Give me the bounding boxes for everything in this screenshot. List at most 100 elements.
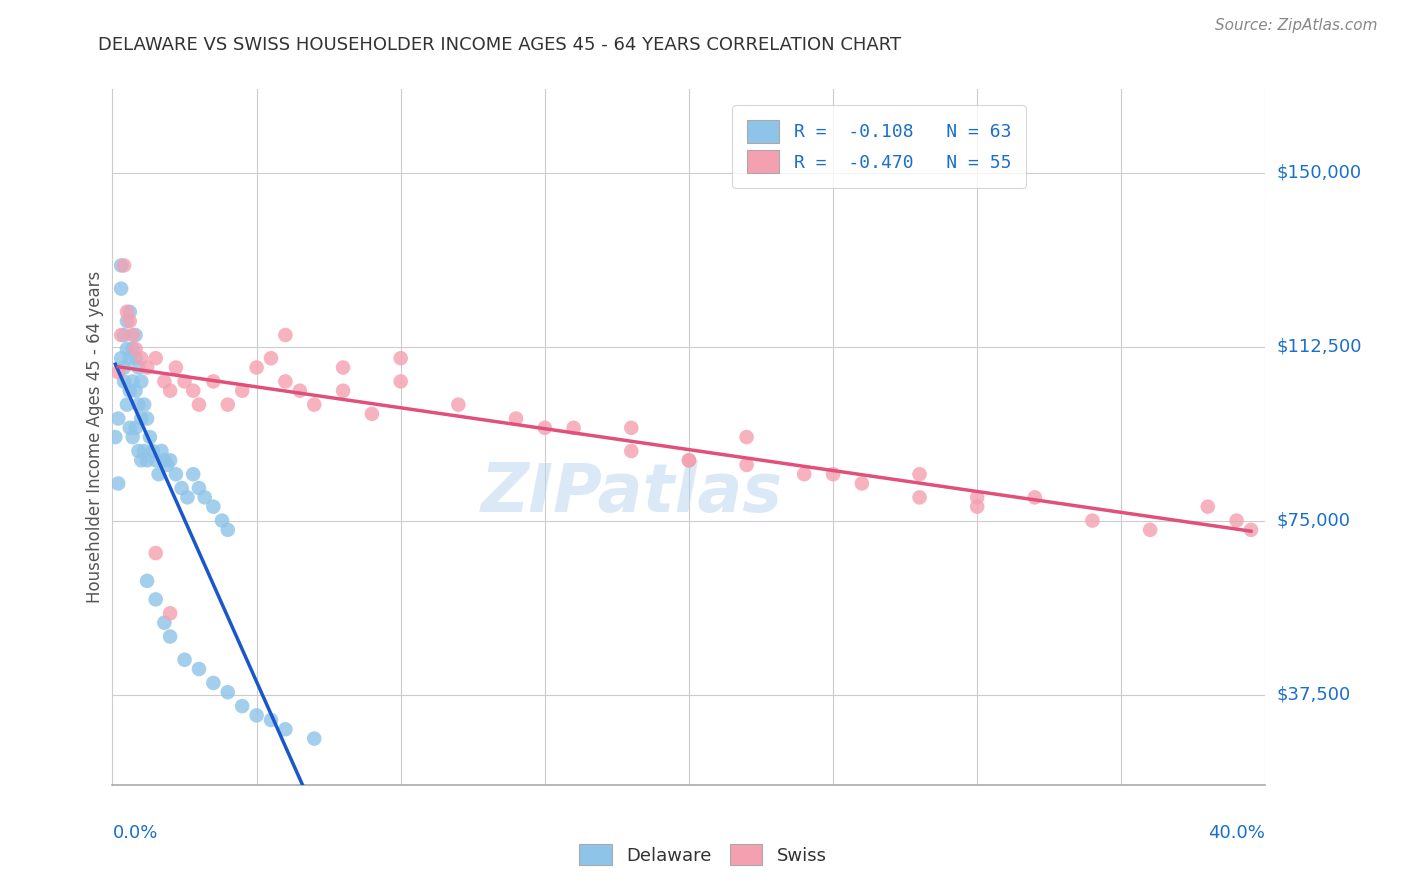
Point	[231, 384, 253, 398]
Point	[274, 328, 297, 343]
Point	[124, 421, 146, 435]
Point	[1226, 514, 1249, 528]
Point	[107, 411, 129, 425]
Point	[110, 351, 132, 366]
Point	[793, 467, 815, 482]
Point	[678, 453, 700, 467]
Point	[124, 342, 146, 356]
Point	[288, 384, 311, 398]
Point	[505, 411, 527, 425]
Point	[110, 328, 132, 343]
Point	[134, 444, 156, 458]
Point	[115, 342, 138, 356]
Point	[1197, 500, 1219, 514]
Point	[136, 411, 159, 425]
Point	[274, 375, 297, 389]
Legend: R =  -0.108   N = 63, R =  -0.470   N = 55: R = -0.108 N = 63, R = -0.470 N = 55	[733, 105, 1026, 187]
Point	[274, 723, 297, 737]
Point	[217, 398, 239, 412]
Point	[246, 708, 269, 723]
Point	[118, 314, 141, 328]
Point	[112, 360, 135, 375]
Point	[127, 444, 149, 458]
Point	[170, 481, 193, 495]
Point	[159, 453, 181, 467]
Point	[124, 384, 146, 398]
Point	[202, 676, 225, 690]
Point	[145, 351, 167, 366]
Point	[104, 430, 127, 444]
Point	[260, 713, 283, 727]
Point	[389, 351, 412, 366]
Point	[188, 398, 211, 412]
Point	[908, 491, 931, 505]
Point	[165, 360, 187, 375]
Point	[129, 351, 153, 366]
Point	[1240, 523, 1263, 537]
Point	[176, 491, 198, 505]
Point	[165, 467, 187, 482]
Point	[159, 384, 181, 398]
Point	[851, 476, 873, 491]
Point	[129, 375, 153, 389]
Point	[620, 421, 643, 435]
Text: $75,000: $75,000	[1277, 512, 1351, 530]
Point	[118, 421, 141, 435]
Point	[118, 351, 141, 366]
Point	[159, 630, 181, 644]
Point	[136, 574, 159, 588]
Text: Source: ZipAtlas.com: Source: ZipAtlas.com	[1215, 18, 1378, 33]
Point	[194, 491, 217, 505]
Point	[153, 375, 176, 389]
Point	[735, 430, 758, 444]
Point	[145, 546, 167, 560]
Point	[332, 360, 354, 375]
Point	[332, 384, 354, 398]
Point	[821, 467, 844, 482]
Point	[107, 476, 129, 491]
Point	[118, 305, 141, 319]
Point	[112, 328, 135, 343]
Text: $150,000: $150,000	[1277, 164, 1361, 182]
Point	[136, 453, 159, 467]
Point	[115, 398, 138, 412]
Point	[127, 360, 149, 375]
Point	[908, 467, 931, 482]
Point	[562, 421, 585, 435]
Point	[217, 523, 239, 537]
Point	[110, 282, 132, 296]
Point	[150, 444, 173, 458]
Point	[159, 607, 181, 621]
Point	[678, 453, 700, 467]
Point	[145, 592, 167, 607]
Point	[231, 699, 253, 714]
Point	[389, 375, 412, 389]
Point	[447, 398, 470, 412]
Point	[121, 375, 143, 389]
Point	[304, 398, 326, 412]
Point	[153, 453, 176, 467]
Text: 40.0%: 40.0%	[1209, 824, 1265, 842]
Point	[139, 430, 162, 444]
Point	[112, 375, 135, 389]
Point	[145, 453, 167, 467]
Point	[217, 685, 239, 699]
Point	[202, 375, 225, 389]
Point	[188, 481, 211, 495]
Point	[129, 411, 153, 425]
Text: 0.0%: 0.0%	[112, 824, 157, 842]
Point	[148, 467, 170, 482]
Point	[360, 407, 382, 421]
Point	[156, 458, 179, 472]
Point	[260, 351, 283, 366]
Point	[115, 305, 138, 319]
Point	[173, 653, 195, 667]
Point	[966, 491, 988, 505]
Text: $112,500: $112,500	[1277, 338, 1362, 356]
Point	[181, 384, 204, 398]
Y-axis label: Householder Income Ages 45 - 64 years: Householder Income Ages 45 - 64 years	[86, 271, 104, 603]
Point	[124, 328, 146, 343]
Point	[188, 662, 211, 676]
Point	[153, 615, 176, 630]
Point	[181, 467, 204, 482]
